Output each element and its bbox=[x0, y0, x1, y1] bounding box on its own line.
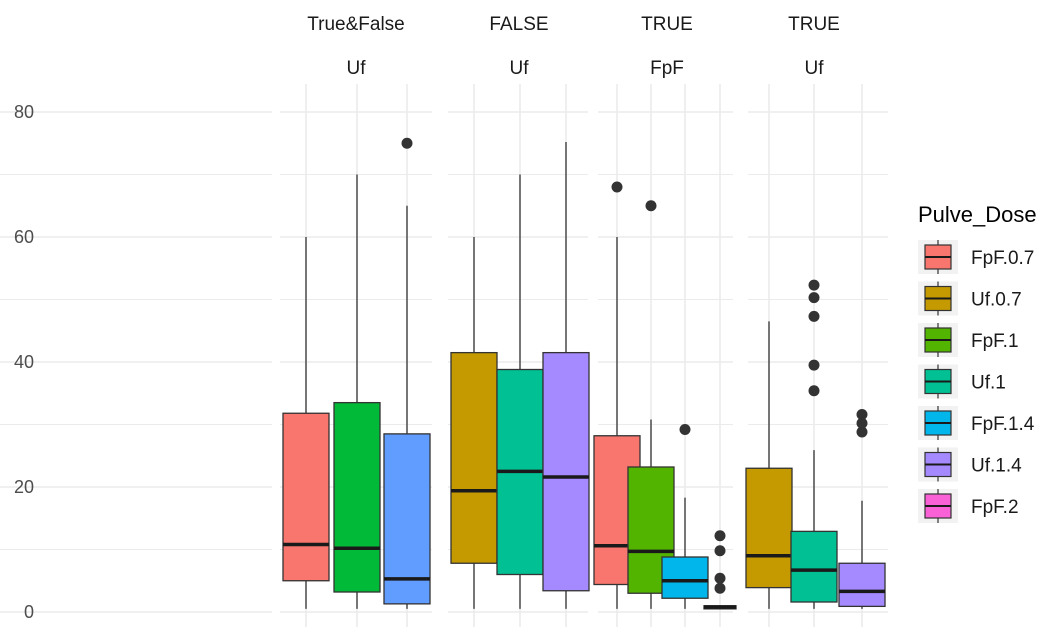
outlier-point bbox=[714, 545, 726, 557]
y-tick-label: 80 bbox=[14, 102, 34, 122]
outlier-point bbox=[714, 530, 726, 542]
outlier-point bbox=[808, 310, 820, 322]
outlier-point bbox=[714, 572, 726, 584]
legend-label: Uf.1 bbox=[971, 373, 1006, 394]
legend-label: Uf.1.4 bbox=[971, 456, 1022, 477]
legend-title: Pulve_Dose bbox=[918, 202, 1037, 227]
box-rect bbox=[450, 351, 498, 564]
legend-item: FpF.1 bbox=[918, 323, 1019, 357]
box-rect bbox=[282, 412, 330, 582]
legend-label: FpF.2 bbox=[971, 497, 1019, 518]
outlier-point bbox=[714, 582, 726, 594]
panels: True&False Uf FALSE Uf TRUE FpF TRUE Uf bbox=[282, 14, 886, 627]
outlier-point bbox=[401, 137, 413, 149]
outlier-point bbox=[808, 359, 820, 371]
box-rect bbox=[383, 433, 431, 605]
legend-item: FpF.2 bbox=[918, 489, 1019, 523]
box bbox=[838, 409, 886, 609]
legend-item: Uf.1 bbox=[918, 364, 1006, 399]
legend: Pulve_Dose FpF.0.7 Uf.0.7 FpF.1 Uf.1 FpF.1.4… bbox=[918, 202, 1037, 523]
box bbox=[333, 174, 381, 609]
outlier-point bbox=[808, 279, 820, 291]
legend-item: FpF.1.4 bbox=[918, 406, 1035, 440]
outlier-point bbox=[645, 200, 657, 212]
box bbox=[790, 279, 838, 609]
box bbox=[745, 321, 793, 609]
outlier-point bbox=[808, 292, 820, 304]
box bbox=[661, 424, 709, 609]
outlier-point bbox=[856, 426, 868, 438]
box bbox=[542, 142, 590, 609]
y-axis-ticks: 0 20 40 60 80 bbox=[14, 102, 34, 622]
legend-item: Uf.0.7 bbox=[918, 281, 1022, 316]
box bbox=[383, 137, 431, 609]
box-rect bbox=[333, 401, 381, 593]
y-tick-label: 60 bbox=[14, 227, 34, 247]
outlier-point bbox=[679, 424, 691, 435]
strip-label-top: TRUE bbox=[788, 14, 840, 35]
legend-label: FpF.1.4 bbox=[971, 414, 1035, 435]
legend-label: FpF.0.7 bbox=[971, 248, 1034, 269]
box bbox=[282, 237, 330, 609]
strip-label-bottom: FpF bbox=[650, 58, 684, 79]
strip-label-top: FALSE bbox=[489, 14, 548, 35]
y-tick-label: 20 bbox=[14, 477, 34, 497]
strip-label-top: TRUE bbox=[641, 14, 693, 35]
facet-panel: TRUE Uf bbox=[745, 14, 886, 627]
box-rect bbox=[790, 530, 838, 603]
legend-item: Uf.1.4 bbox=[918, 447, 1022, 482]
box bbox=[703, 530, 737, 610]
outlier-point bbox=[856, 409, 868, 420]
y-tick-label: 40 bbox=[14, 352, 34, 372]
box-rect bbox=[745, 467, 793, 589]
strip-label-bottom: Uf bbox=[510, 58, 530, 79]
legend-label: Uf.0.7 bbox=[971, 290, 1022, 311]
box-rect bbox=[542, 351, 590, 592]
outlier-point bbox=[611, 181, 623, 193]
strip-label-bottom: Uf bbox=[347, 58, 367, 79]
outlier-point bbox=[808, 385, 820, 397]
box bbox=[450, 237, 498, 609]
strip-label-top: True&False bbox=[307, 14, 405, 35]
outlier-point bbox=[856, 417, 868, 429]
strip-label-bottom: Uf bbox=[805, 58, 825, 79]
facet-panel: FALSE Uf bbox=[450, 14, 590, 627]
y-tick-label: 0 bbox=[24, 602, 34, 622]
facet-panel: TRUE FpF bbox=[593, 14, 737, 627]
box-rect bbox=[661, 556, 709, 599]
legend-label: FpF.1 bbox=[971, 331, 1019, 352]
box bbox=[496, 174, 544, 609]
facet-panel: True&False Uf bbox=[282, 14, 431, 627]
legend-item: FpF.0.7 bbox=[918, 240, 1034, 274]
box-rect bbox=[838, 562, 886, 608]
